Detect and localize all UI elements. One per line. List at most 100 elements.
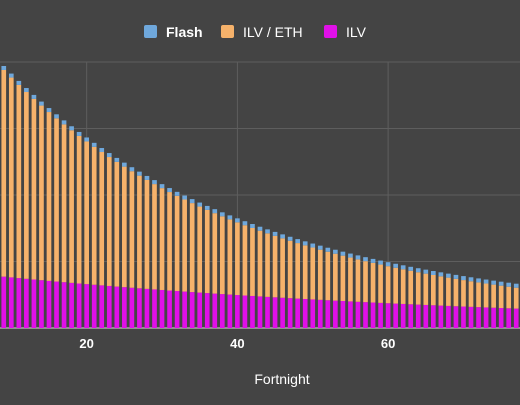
bar-flash[interactable] <box>295 239 301 244</box>
bar-flash[interactable] <box>287 236 293 241</box>
bar-ilv-eth[interactable] <box>144 179 150 289</box>
bar-flash[interactable] <box>333 249 338 254</box>
bar-ilv[interactable] <box>212 293 218 328</box>
bar-ilv[interactable] <box>242 295 248 328</box>
bar-flash[interactable] <box>340 251 346 256</box>
bar-ilv[interactable] <box>265 296 270 328</box>
bar-ilv[interactable] <box>438 305 444 328</box>
bar-ilv-eth[interactable] <box>446 277 451 306</box>
bar-ilv-eth[interactable] <box>453 278 459 307</box>
bar-ilv-eth[interactable] <box>491 284 496 308</box>
bar-flash[interactable] <box>16 80 22 85</box>
bar-ilv[interactable] <box>144 288 150 328</box>
bar-flash[interactable] <box>235 218 240 223</box>
bar-flash[interactable] <box>197 202 203 207</box>
bar-ilv-eth[interactable] <box>39 105 44 281</box>
bar-ilv-eth[interactable] <box>235 222 240 296</box>
bar-ilv-eth[interactable] <box>302 245 308 300</box>
bar-ilv[interactable] <box>431 305 436 328</box>
bar-ilv[interactable] <box>129 287 135 328</box>
bar-ilv-eth[interactable] <box>159 188 165 290</box>
bar-ilv-eth[interactable] <box>54 118 59 282</box>
bar-ilv-eth[interactable] <box>257 230 263 297</box>
bar-ilv-eth[interactable] <box>69 130 74 283</box>
bar-ilv[interactable] <box>257 296 263 328</box>
bar-ilv-eth[interactable] <box>438 276 444 306</box>
bar-ilv-eth[interactable] <box>408 270 414 305</box>
bar-flash[interactable] <box>189 199 195 204</box>
bar-ilv[interactable] <box>137 288 142 328</box>
bar-flash[interactable] <box>174 191 180 196</box>
bar-ilv[interactable] <box>370 302 376 328</box>
bar-ilv[interactable] <box>227 294 233 328</box>
bar-ilv-eth[interactable] <box>76 135 82 284</box>
bar-ilv[interactable] <box>159 289 165 328</box>
bar-flash[interactable] <box>61 120 67 125</box>
bar-flash[interactable] <box>498 281 504 286</box>
bar-ilv[interactable] <box>415 304 421 328</box>
bar-ilv[interactable] <box>167 290 172 328</box>
bar-ilv[interactable] <box>317 299 323 328</box>
bar-flash[interactable] <box>363 257 368 262</box>
bar-ilv-eth[interactable] <box>431 275 436 306</box>
bar-flash[interactable] <box>1 65 7 70</box>
bar-ilv[interactable] <box>287 298 293 328</box>
bar-ilv-eth[interactable] <box>325 251 331 301</box>
bar-flash[interactable] <box>129 167 135 172</box>
bar-ilv-eth[interactable] <box>242 225 248 296</box>
bar-ilv-eth[interactable] <box>317 249 323 300</box>
bar-ilv[interactable] <box>204 293 210 328</box>
bar-flash[interactable] <box>408 266 414 271</box>
bar-ilv[interactable] <box>250 295 255 328</box>
bar-ilv-eth[interactable] <box>212 213 218 294</box>
bar-ilv-eth[interactable] <box>152 184 157 290</box>
bar-ilv-eth[interactable] <box>461 280 466 307</box>
bar-ilv-eth[interactable] <box>498 285 504 309</box>
bar-flash[interactable] <box>317 245 323 250</box>
bar-ilv-eth[interactable] <box>310 247 316 300</box>
bar-ilv-eth[interactable] <box>8 77 14 278</box>
bar-ilv-eth[interactable] <box>167 192 172 291</box>
bar-ilv-eth[interactable] <box>189 203 195 293</box>
bar-ilv[interactable] <box>363 302 368 328</box>
bar-ilv[interactable] <box>302 299 308 328</box>
bar-ilv[interactable] <box>235 295 240 328</box>
bar-ilv-eth[interactable] <box>513 287 519 309</box>
bar-ilv-eth[interactable] <box>348 257 353 302</box>
bar-flash[interactable] <box>91 142 97 147</box>
bar-ilv-eth[interactable] <box>378 264 383 303</box>
bar-ilv[interactable] <box>84 284 89 328</box>
bar-ilv-eth[interactable] <box>219 216 225 295</box>
bar-flash[interactable] <box>453 274 459 279</box>
bar-ilv-eth[interactable] <box>84 141 89 285</box>
bar-ilv[interactable] <box>340 301 346 328</box>
bar-ilv-eth[interactable] <box>204 209 210 294</box>
bar-ilv-eth[interactable] <box>129 171 135 288</box>
bar-ilv-eth[interactable] <box>114 161 120 287</box>
bar-ilv-eth[interactable] <box>272 235 278 298</box>
bar-flash[interactable] <box>144 175 150 180</box>
bar-flash[interactable] <box>24 88 29 93</box>
bar-flash[interactable] <box>46 108 52 113</box>
bar-ilv[interactable] <box>325 300 331 328</box>
bar-ilv-eth[interactable] <box>363 261 368 303</box>
bar-ilv[interactable] <box>280 297 285 328</box>
bar-ilv[interactable] <box>152 289 157 328</box>
bar-ilv-eth[interactable] <box>393 267 398 304</box>
bar-ilv[interactable] <box>423 304 429 328</box>
bar-ilv[interactable] <box>476 307 481 328</box>
bar-ilv[interactable] <box>348 301 353 328</box>
bar-ilv[interactable] <box>506 308 512 328</box>
bar-ilv[interactable] <box>219 294 225 328</box>
bar-flash[interactable] <box>310 243 316 248</box>
bar-flash[interactable] <box>227 215 233 220</box>
bar-ilv[interactable] <box>99 285 105 328</box>
bar-ilv[interactable] <box>106 285 112 328</box>
bar-ilv-eth[interactable] <box>295 243 301 299</box>
bar-ilv-eth[interactable] <box>385 266 391 304</box>
bar-ilv[interactable] <box>498 308 504 328</box>
bar-ilv[interactable] <box>197 292 203 328</box>
bar-ilv[interactable] <box>114 286 120 328</box>
bar-ilv[interactable] <box>174 291 180 328</box>
bar-ilv[interactable] <box>483 307 489 328</box>
